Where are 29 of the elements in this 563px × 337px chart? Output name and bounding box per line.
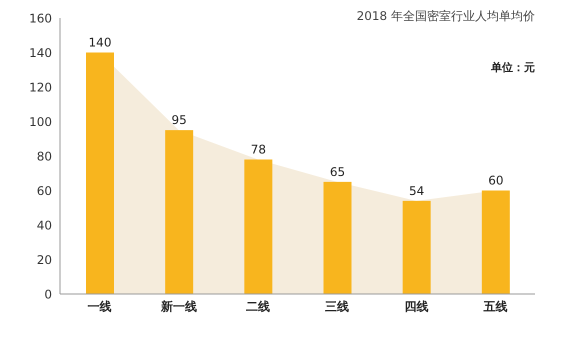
bar: [165, 130, 194, 294]
bar: [324, 182, 352, 294]
data-label: 78: [250, 142, 266, 156]
data-label: 54: [409, 184, 424, 198]
y-tick-label: 40: [36, 218, 52, 232]
y-tick-label: 120: [29, 80, 52, 94]
data-label: 60: [488, 174, 504, 188]
y-tick-label: 140: [29, 46, 52, 60]
y-tick-label: 100: [29, 114, 52, 129]
y-tick-label: 0: [44, 287, 52, 302]
y-tick-label: 20: [36, 252, 52, 267]
y-tick-label: 60: [36, 184, 52, 198]
x-tick-label: 二线: [246, 300, 270, 314]
bar: [482, 190, 510, 294]
bar: [244, 159, 272, 294]
x-tick-label: 五线: [482, 300, 508, 314]
x-tick-label: 四线: [404, 300, 428, 314]
annotation: 单位：元: [491, 60, 535, 75]
x-tick-label: 一线: [88, 300, 112, 314]
y-tick-label: 160: [29, 11, 52, 26]
x-tick-label: 三线: [325, 300, 350, 314]
chart-title: 2018 年全国密室行业人均单均价: [356, 8, 535, 25]
data-label: 95: [172, 113, 187, 128]
bar: [86, 52, 114, 294]
y-tick-label: 80: [36, 149, 52, 164]
data-label: 140: [88, 36, 112, 50]
data-label: 65: [330, 164, 346, 179]
x-tick-label: 新一线: [160, 300, 197, 314]
bar: [402, 200, 431, 294]
